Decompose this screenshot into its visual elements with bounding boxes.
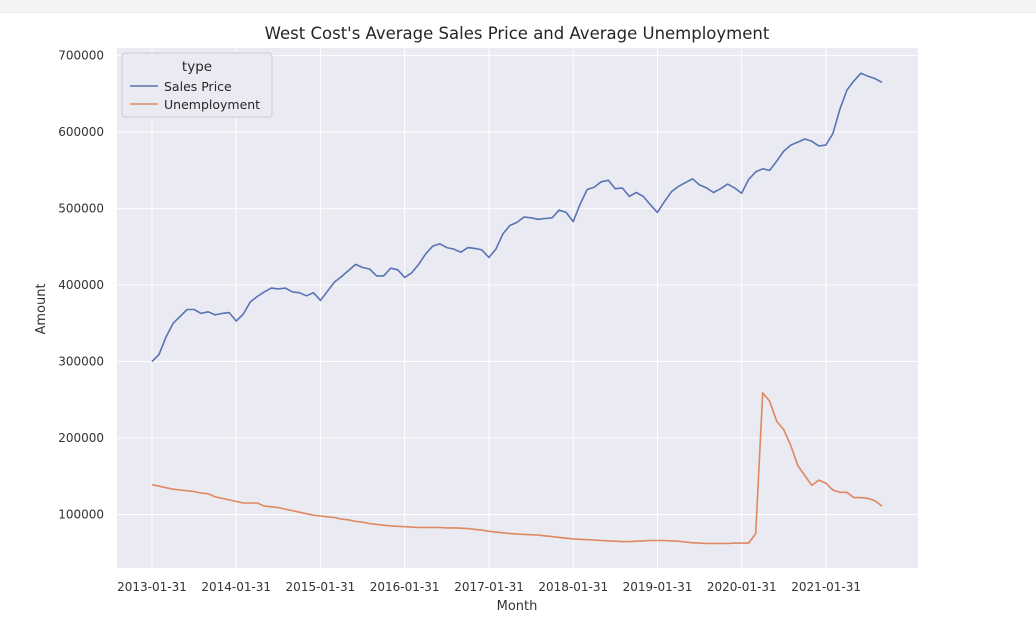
y-tick-label: 500000	[58, 202, 104, 216]
legend-title: type	[182, 59, 212, 75]
y-tick-label: 300000	[58, 355, 104, 369]
top-bar	[0, 0, 1036, 13]
x-tick-label: 2013-01-31	[117, 580, 187, 594]
x-tick-labels: 2013-01-31 2014-01-31 2015-01-31 2016-01-31…	[117, 580, 861, 594]
x-tick-label: 2015-01-31	[286, 580, 356, 594]
y-tick-label: 600000	[58, 125, 104, 139]
x-tick-label: 2019-01-31	[623, 580, 693, 594]
y-tick-label: 100000	[58, 507, 104, 521]
x-tick-label: 2020-01-31	[707, 580, 777, 594]
plot-area	[117, 48, 918, 568]
x-tick-label: 2016-01-31	[370, 580, 440, 594]
y-tick-label: 400000	[58, 278, 104, 292]
y-tick-labels: 100000 200000 300000 400000 500000 600000 7000…	[58, 49, 104, 522]
x-axis-label: Month	[497, 599, 538, 614]
y-gridlines	[117, 55, 918, 515]
legend-box	[121, 52, 273, 118]
x-tick-label: 2014-01-31	[201, 580, 271, 594]
y-tick-label: 200000	[58, 431, 104, 445]
series-line-unemployment	[151, 392, 883, 545]
legend-label-sales-price: Sales Price	[164, 79, 232, 94]
y-axis-label: Amount	[34, 283, 49, 334]
x-tick-label: 2021-01-31	[791, 580, 861, 594]
series-line-sales-price	[151, 72, 883, 363]
legend-label-unemployment: Unemployment	[164, 97, 260, 112]
legend: type Sales Price Unemployment	[121, 52, 273, 118]
series-lines	[151, 72, 883, 545]
chart-title: West Cost's Average Sales Price and Aver…	[265, 24, 770, 43]
x-tick-label: 2017-01-31	[454, 580, 524, 594]
x-tick-label: 2018-01-31	[538, 580, 608, 594]
x-gridlines	[151, 48, 827, 568]
y-tick-label: 700000	[58, 49, 104, 63]
